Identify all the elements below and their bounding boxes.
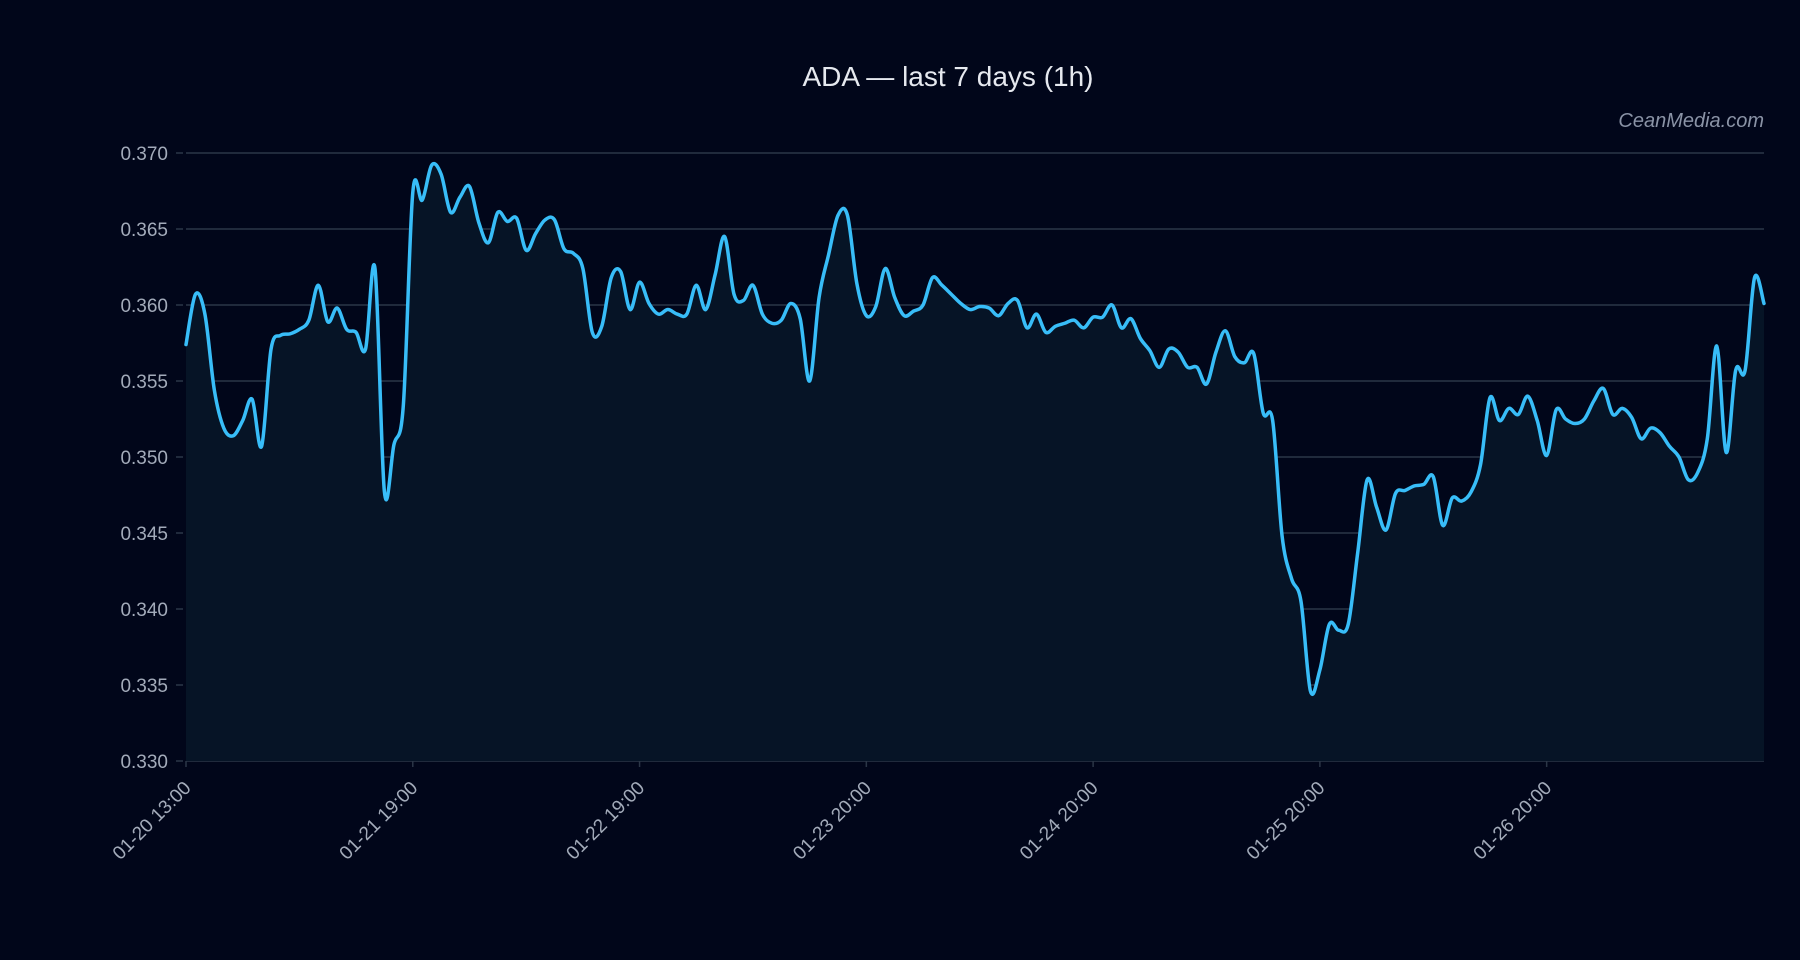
y-tick-label: 0.365 — [120, 220, 168, 241]
y-tick-label: 0.340 — [120, 600, 168, 621]
chart-title: ADA — last 7 days (1h) — [802, 61, 1093, 92]
y-tick-label: 0.360 — [120, 296, 168, 317]
series-line — [184, 161, 1766, 696]
series-area-fill — [186, 163, 1764, 762]
y-tick-label: 0.345 — [120, 524, 168, 545]
watermark: CeanMedia.com — [1618, 110, 1764, 132]
y-axis-ticks: 0.330 0.335 0.340 0.345 0.350 0.355 0.360 0.365… — [120, 144, 183, 773]
y-tick-label: 0.335 — [120, 676, 168, 697]
y-tick-label: 0.350 — [120, 448, 168, 469]
y-tick-label: 0.355 — [120, 372, 168, 393]
y-tick-label: 0.330 — [120, 752, 168, 773]
y-tick-label: 0.370 — [120, 144, 168, 165]
